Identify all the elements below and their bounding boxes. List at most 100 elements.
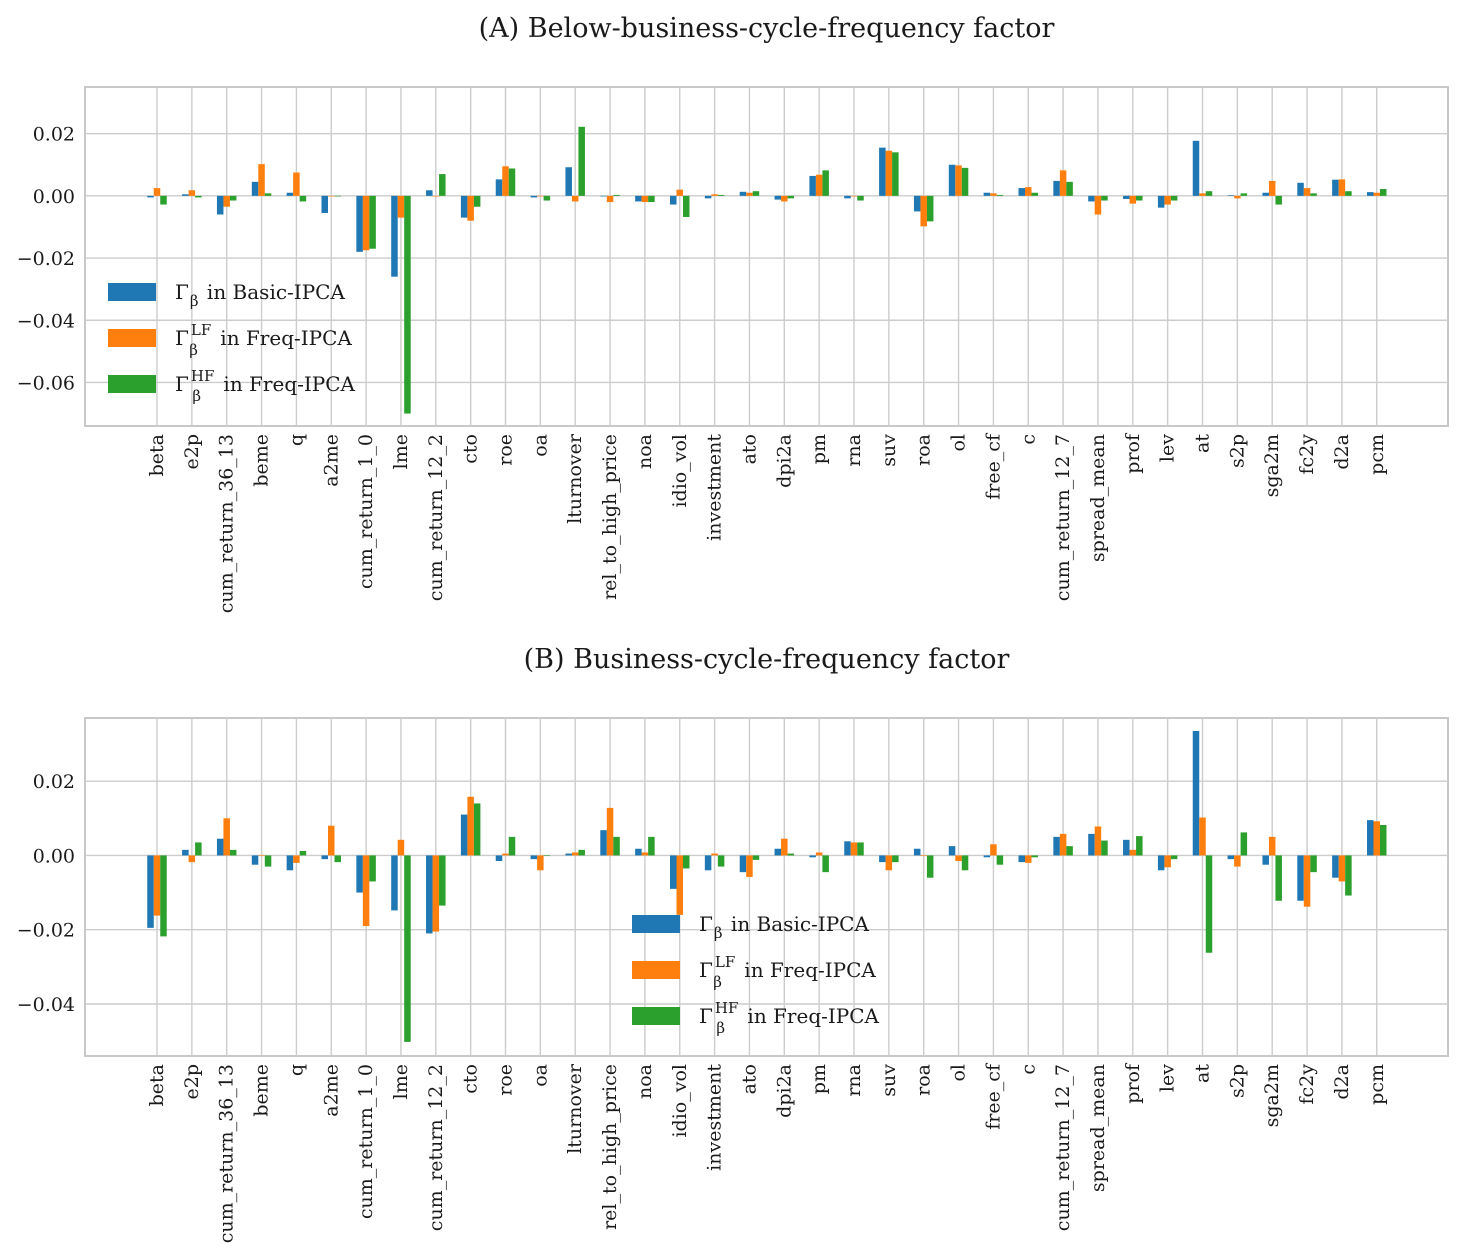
bar-hf-beme: [264, 855, 272, 867]
bar-hf-idio_vol: [683, 195, 690, 218]
bar-hf-suv: [892, 152, 899, 196]
bar-hf-fc2y: [1310, 193, 1317, 196]
bar-hf-prof: [1136, 195, 1143, 201]
x-tick-label: pcm: [1366, 434, 1388, 475]
bar-basic-noa: [635, 848, 642, 856]
legend: Γβ in Basic-IPCA Γ LF β in Freq-IPCA Γ HF β in…: [108, 280, 356, 405]
bar-hf-c: [1031, 855, 1038, 858]
bar-hf-cum_return_1_0: [369, 195, 376, 249]
bar-hf-lev: [1170, 195, 1178, 201]
x-tick-label: rna: [843, 1064, 865, 1097]
bar-hf-lev: [1170, 855, 1178, 860]
bar-lf-a2me: [328, 825, 335, 856]
x-tick-label: idio_vol: [669, 434, 691, 508]
bar-hf-pm: [822, 170, 829, 196]
y-tick-label: −0.04: [17, 310, 75, 332]
bar-hf-at: [1205, 855, 1213, 953]
x-tick-label: roe: [495, 434, 517, 466]
legend-swatch-basic: [108, 283, 156, 301]
bar-basic-dpi2a: [774, 195, 782, 200]
bar-hf-free_cf: [996, 194, 1004, 196]
x-tick-label: q: [285, 1064, 307, 1076]
bar-hf-cum_return_1_0: [369, 855, 376, 882]
bar-lf-q: [293, 855, 300, 863]
bar-lf-fc2y: [1303, 855, 1311, 907]
x-tick-label: rna: [843, 434, 865, 467]
bar-lf-a2me: [328, 195, 335, 197]
x-tick-label: oa: [529, 434, 551, 457]
bar-lf-e2p: [188, 190, 196, 196]
x-tick-label: cum_return_12_2: [425, 434, 447, 601]
bar-basic-cum_return_1_0: [356, 855, 363, 893]
bar-lf-spread_mean: [1094, 195, 1102, 215]
x-tick-label: rel_to_high_price: [599, 434, 621, 600]
x-tick-label: fc2y: [1296, 434, 1318, 475]
bar-basic-suv: [879, 855, 886, 863]
bar-hf-pcm: [1380, 189, 1387, 196]
bar-hf-investment: [717, 194, 725, 196]
bar-hf-lme: [404, 195, 411, 414]
bar-hf-lturnover: [578, 126, 585, 196]
plot-area: [84, 86, 1449, 427]
plot-area: [84, 717, 1449, 1057]
bar-lf-idio_vol: [676, 855, 683, 915]
bar-lf-lev: [1164, 195, 1171, 205]
x-tick-label: suv: [878, 1064, 900, 1097]
bar-lf-spread_mean: [1094, 826, 1102, 856]
bar-basic-ol: [948, 164, 956, 196]
x-tick-label: lev: [1157, 434, 1179, 462]
bar-basic-fc2y: [1297, 182, 1304, 196]
bar-basic-idio_vol: [670, 855, 677, 889]
bar-lf-ato: [746, 855, 753, 877]
x-tick-label: beta: [146, 1064, 168, 1106]
bar-lf-beta: [153, 855, 161, 916]
bar-lf-roe: [502, 166, 509, 196]
bar-lf-d2a: [1338, 179, 1346, 196]
bar-hf-s2p: [1240, 832, 1248, 856]
bar-lf-investment: [711, 853, 718, 856]
x-tick-label: fc2y: [1296, 1064, 1318, 1105]
x-tick-label: dpi2a: [773, 434, 795, 488]
bar-basic-rel_to_high_price: [600, 195, 607, 197]
bar-hf-spread_mean: [1101, 840, 1108, 856]
x-tick-label: e2p: [181, 1064, 203, 1100]
bar-lf-rel_to_high_price: [606, 807, 614, 856]
x-tick-label: cum_return_1_0: [355, 434, 377, 589]
bar-lf-prof: [1129, 849, 1137, 856]
bar-hf-a2me: [334, 195, 341, 197]
bar-basic-cum_return_12_7: [1053, 836, 1060, 856]
bar-basic-cto: [460, 814, 468, 856]
bar-basic-sga2m: [1262, 855, 1269, 865]
x-tick-label: prof: [1122, 432, 1144, 474]
x-tick-label: oa: [529, 1064, 551, 1087]
bar-lf-sga2m: [1268, 180, 1276, 196]
bar-basic-lme: [391, 195, 398, 277]
bar-basic-beta: [147, 195, 154, 198]
bar-basic-free_cf: [983, 855, 991, 858]
x-tick-label: beme: [251, 434, 273, 487]
bar-basic-cum_return_12_2: [426, 855, 433, 934]
bar-lf-cum_return_12_2: [432, 855, 440, 932]
bar-basic-investment: [704, 195, 712, 199]
bar-basic-ato: [739, 855, 747, 873]
bar-basic-suv: [879, 147, 886, 196]
x-tick-label: prof: [1122, 1062, 1144, 1104]
legend-label-basic: Γβ in Basic-IPCA: [175, 280, 345, 310]
y-tick-label: −0.06: [17, 372, 75, 394]
bar-lf-pm: [815, 174, 823, 196]
bar-lf-suv: [885, 150, 893, 196]
bar-lf-cum_return_12_2: [432, 195, 440, 197]
x-tick-label: at: [1192, 1064, 1214, 1083]
x-tick-label: roe: [495, 1064, 517, 1096]
y-tick-label: 0.00: [33, 186, 75, 208]
bar-hf-roa: [926, 855, 934, 878]
x-tick-label: e2p: [181, 434, 203, 470]
bar-hf-dpi2a: [787, 853, 795, 856]
bar-basic-at: [1192, 140, 1200, 196]
bar-basic-beta: [147, 855, 154, 928]
bar-hf-pcm: [1380, 824, 1387, 856]
bar-hf-rel_to_high_price: [613, 194, 620, 196]
bar-hf-rna: [857, 842, 864, 856]
bar-basic-rel_to_high_price: [600, 830, 607, 856]
legend-label-hf: Γ HF β in Freq-IPCA: [699, 999, 880, 1037]
